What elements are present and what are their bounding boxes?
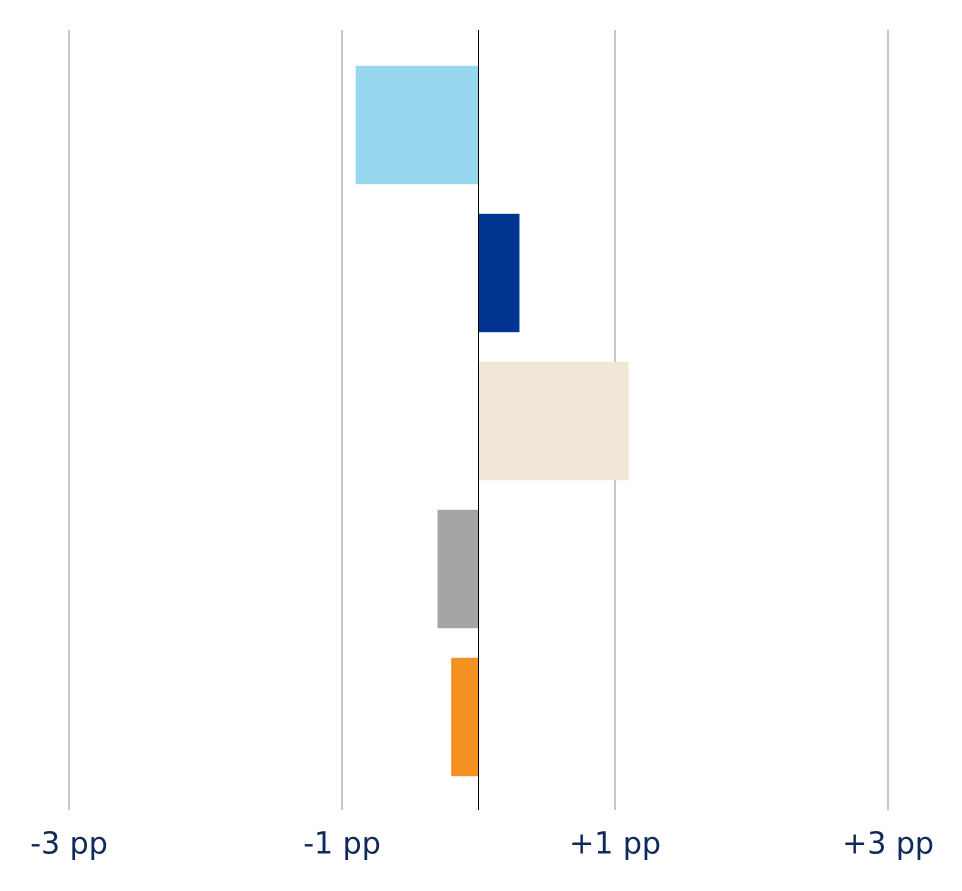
x-tick-label: +3 pp <box>842 827 934 862</box>
bar <box>437 509 479 629</box>
bar <box>478 361 629 481</box>
bar <box>355 65 479 185</box>
x-tick-label: -3 pp <box>30 827 108 862</box>
x-tick-label: +1 pp <box>569 827 661 862</box>
bar <box>478 213 520 333</box>
bar <box>451 657 479 777</box>
x-tick-label: -1 pp <box>303 827 381 862</box>
